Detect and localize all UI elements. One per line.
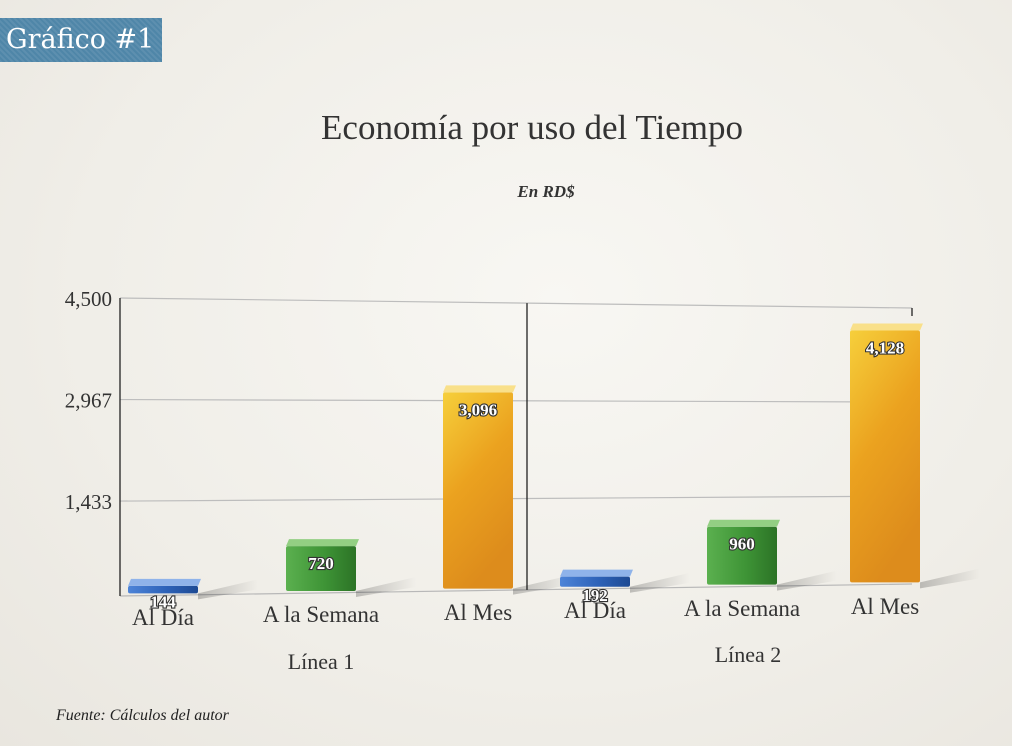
category-label: A la Semana: [263, 602, 379, 627]
bar: [443, 392, 513, 589]
bar-top: [707, 519, 780, 527]
data-label: 3,096: [459, 400, 497, 419]
gridline: [119, 297, 913, 309]
bar-top: [128, 578, 201, 586]
bar-shadow: [777, 570, 837, 591]
bar-top: [850, 323, 923, 331]
bar-top: [560, 569, 633, 577]
chart-title: Economía por uso del Tiempo: [321, 108, 743, 147]
gridlines: [119, 297, 913, 597]
data-label: 144: [150, 592, 176, 611]
data-label: 4,128: [866, 339, 904, 358]
y-tick-label: 2,967: [65, 389, 112, 413]
bar: [128, 585, 198, 594]
bar-shadow: [198, 579, 258, 600]
category-label: Al Mes: [851, 594, 919, 619]
bars: [128, 323, 980, 600]
gridline: [119, 495, 913, 502]
bar-top: [286, 539, 359, 547]
category-label: Al Mes: [444, 600, 512, 625]
group-label: Línea 1: [288, 649, 355, 674]
category-label: Al Día: [564, 598, 626, 623]
chart-source-note: Fuente: Cálculos del autor: [56, 707, 229, 724]
data-label: 960: [729, 535, 755, 554]
bar-top: [443, 385, 516, 393]
category-label: A la Semana: [684, 596, 800, 621]
bar-shadow: [630, 572, 690, 593]
chart-number-badge: Gráfico #1: [0, 18, 162, 62]
category-label: Al Día: [132, 605, 194, 630]
y-tick-label: 4,500: [65, 287, 112, 311]
data-label: 720: [308, 554, 334, 573]
chart-subtitle: En RD$: [517, 182, 575, 201]
bar: [707, 526, 777, 585]
bar: [850, 330, 920, 583]
bar-shadow: [513, 574, 573, 595]
data-label: 192: [582, 586, 608, 605]
axes: [119, 298, 913, 596]
bar: [560, 576, 630, 587]
bar-shadow: [356, 576, 416, 597]
gridline: [119, 398, 913, 403]
bar: [286, 546, 356, 591]
group-label: Línea 2: [715, 642, 782, 667]
bar-shadow: [920, 568, 980, 589]
y-tick-label: 1,433: [65, 490, 112, 514]
